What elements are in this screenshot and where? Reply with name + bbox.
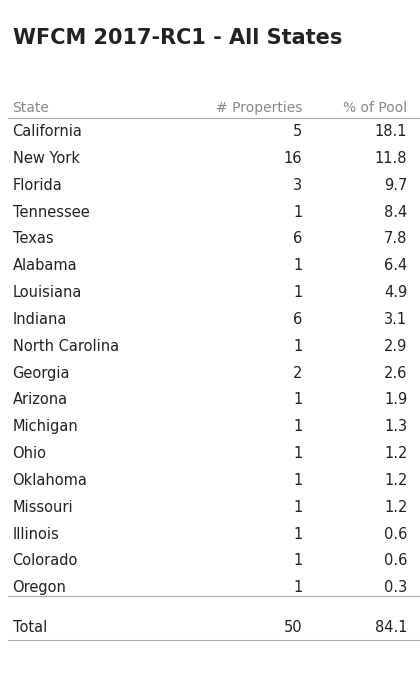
Text: 8.4: 8.4 [384,205,407,220]
Text: 1.2: 1.2 [384,500,407,515]
Text: 84.1: 84.1 [375,620,407,635]
Text: 1: 1 [293,285,302,300]
Text: 6: 6 [293,231,302,247]
Text: North Carolina: North Carolina [13,339,119,354]
Text: Louisiana: Louisiana [13,285,82,300]
Text: 3.1: 3.1 [384,312,407,327]
Text: 1.2: 1.2 [384,473,407,488]
Text: 1: 1 [293,420,302,434]
Text: 1: 1 [293,580,302,595]
Text: 0.3: 0.3 [384,580,407,595]
Text: Illinois: Illinois [13,527,59,542]
Text: Michigan: Michigan [13,420,79,434]
Text: 3: 3 [293,178,302,193]
Text: Total: Total [13,620,47,635]
Text: Colorado: Colorado [13,553,78,569]
Text: 1: 1 [293,500,302,515]
Text: 16: 16 [284,151,302,166]
Text: Oregon: Oregon [13,580,66,595]
Text: 0.6: 0.6 [384,553,407,569]
Text: 2.9: 2.9 [384,339,407,354]
Text: 1: 1 [293,446,302,461]
Text: 1: 1 [293,473,302,488]
Text: 1: 1 [293,392,302,408]
Text: 1.3: 1.3 [384,420,407,434]
Text: Alabama: Alabama [13,259,77,273]
Text: 1: 1 [293,205,302,220]
Text: State: State [13,101,50,115]
Text: New York: New York [13,151,80,166]
Text: 9.7: 9.7 [384,178,407,193]
Text: Indiana: Indiana [13,312,67,327]
Text: 0.6: 0.6 [384,527,407,542]
Text: 1: 1 [293,553,302,569]
Text: 50: 50 [284,620,302,635]
Text: 4.9: 4.9 [384,285,407,300]
Text: Tennessee: Tennessee [13,205,89,220]
Text: 18.1: 18.1 [375,124,407,139]
Text: 2: 2 [293,365,302,381]
Text: 1: 1 [293,259,302,273]
Text: Arizona: Arizona [13,392,68,408]
Text: WFCM 2017-RC1 - All States: WFCM 2017-RC1 - All States [13,28,342,48]
Text: California: California [13,124,82,139]
Text: 11.8: 11.8 [375,151,407,166]
Text: 1: 1 [293,339,302,354]
Text: 2.6: 2.6 [384,365,407,381]
Text: % of Pool: % of Pool [343,101,407,115]
Text: 6.4: 6.4 [384,259,407,273]
Text: # Properties: # Properties [216,101,302,115]
Text: Ohio: Ohio [13,446,47,461]
Text: Texas: Texas [13,231,53,247]
Text: 1.2: 1.2 [384,446,407,461]
Text: Georgia: Georgia [13,365,70,381]
Text: 6: 6 [293,312,302,327]
Text: Florida: Florida [13,178,62,193]
Text: Oklahoma: Oklahoma [13,473,87,488]
Text: Missouri: Missouri [13,500,73,515]
Text: 5: 5 [293,124,302,139]
Text: 1.9: 1.9 [384,392,407,408]
Text: 1: 1 [293,527,302,542]
Text: 7.8: 7.8 [384,231,407,247]
